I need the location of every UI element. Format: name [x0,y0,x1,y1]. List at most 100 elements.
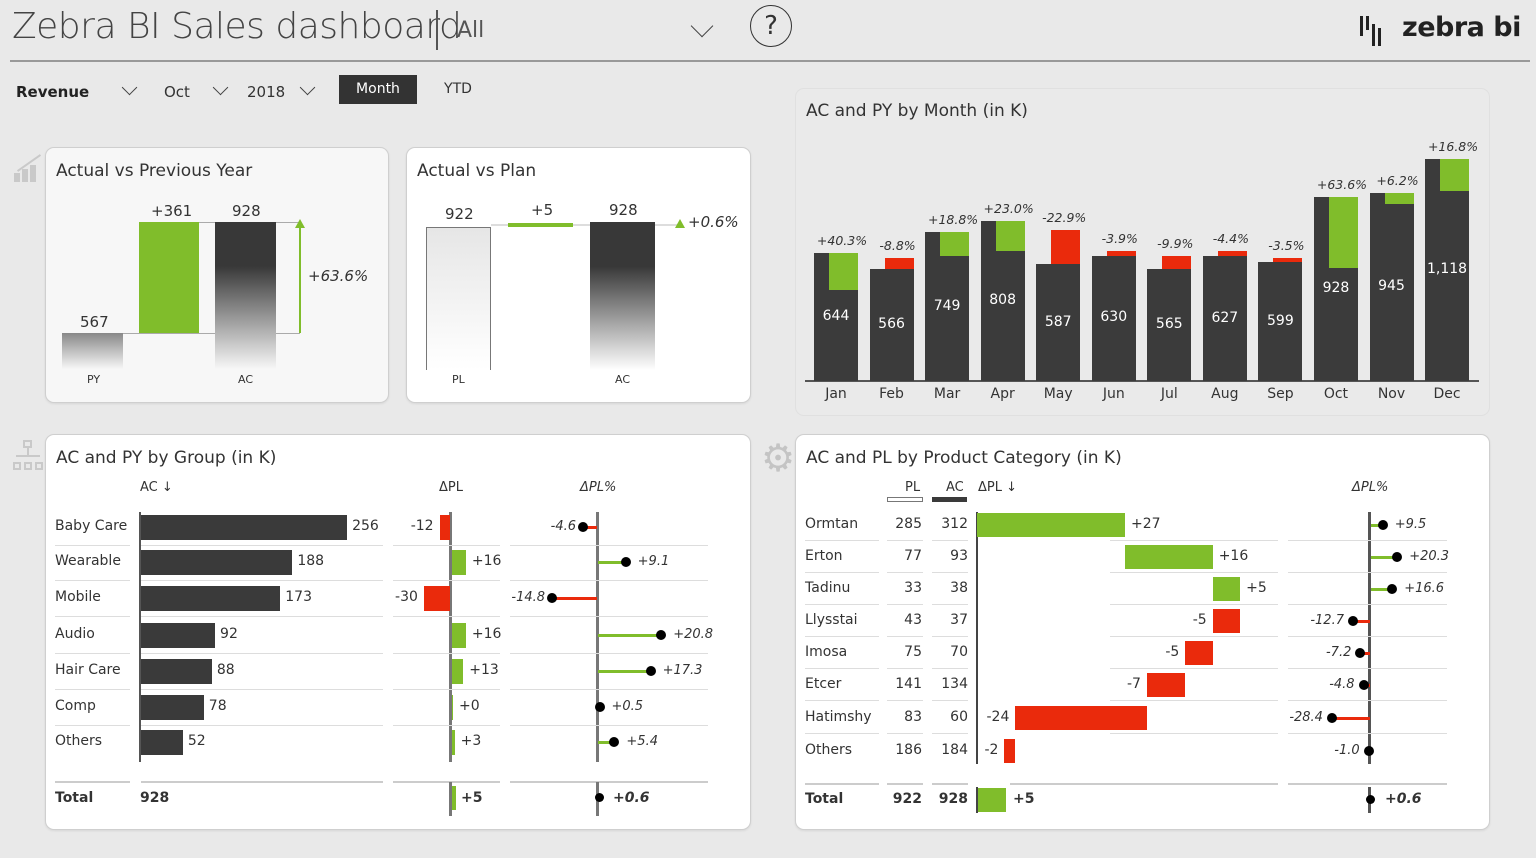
month-axis-label: Nov [1377,386,1406,402]
waterfall-axis [976,512,978,764]
group-dpl-value: +16 [471,553,502,569]
delta-py-bar [139,222,199,333]
month-front-bar [1106,255,1136,381]
product-ac-value: 312 [941,516,968,532]
month-delta-pct: -9.9% [1157,236,1194,252]
ac-axis-label: AC [238,373,254,386]
py-value: 567 [80,313,109,331]
waterfall-value: -2 [984,742,999,758]
group-dpl-pct-dot [656,630,667,640]
row-divider [932,733,968,734]
product-dpl-pct-line [1352,620,1370,623]
row-divider [55,689,130,690]
group-dpl-pct-value: +20.8 [673,627,714,642]
year-dropdown[interactable]: 2018 [247,79,317,104]
product-pl-value: 83 [904,709,922,725]
product-header-pl[interactable]: PL [905,480,921,495]
row-divider [805,733,879,734]
month-delta-negative-bar [1273,257,1303,263]
row-divider [932,668,968,669]
row-divider [887,733,923,734]
product-pl-value: 141 [895,676,922,692]
month-delta-positive-bar [1328,196,1358,269]
group-ac-value: 173 [285,589,312,605]
ac-value: 928 [609,201,638,219]
waterfall-axis-total [976,787,978,813]
product-header-dpl-pct[interactable]: ΔPL% [1352,480,1389,495]
row-divider [805,540,879,541]
group-ac-value: 256 [352,518,379,534]
group-dpl-pct-dot [645,666,656,676]
row-divider [932,636,968,637]
waterfall-positive-bar [1125,545,1213,569]
row-divider [805,700,879,701]
pl-bar [426,227,491,370]
measure-dropdown[interactable]: Revenue [16,79,141,104]
month-ac-value: 630 [1100,309,1128,326]
product-row-name: Imosa [805,644,848,660]
group-total-dpl-bar [452,786,456,810]
row-divider [887,572,923,573]
product-dpl-pct-dot [1363,746,1374,756]
page-title: Zebra BI Sales dashboard [12,6,462,47]
month-axis-label: Sep [1267,386,1294,402]
delta-py-value: +361 [151,202,193,220]
ac-value: 928 [232,202,261,220]
waterfall-value: -5 [1165,644,1180,660]
scope-selector[interactable]: All [455,14,725,48]
month-axis-label: Feb [879,386,904,402]
group-dpl-value: +3 [460,733,482,749]
row-divider [1110,540,1278,541]
month-dropdown[interactable]: Oct [164,79,232,104]
waterfall-value: -7 [1126,676,1141,692]
group-ac-value: 78 [208,698,227,714]
product-dpl-pct-dot [1358,680,1369,690]
total-divider [393,781,500,783]
product-dpl-pct-line [1371,588,1394,591]
dpl-axis-total [449,782,452,816]
product-pl-value: 186 [895,742,922,758]
product-ac-value: 60 [950,709,968,725]
avpl-topline [491,224,681,226]
waterfall-value: +5 [1246,580,1267,596]
hierarchy-icon [12,440,44,472]
ytd-toggle-button[interactable]: YTD [444,81,472,97]
group-dpl-pct-value: -14.8 [511,590,546,605]
product-dpl-pct-value: -1.0 [1334,743,1360,758]
product-pl-value: 285 [895,516,922,532]
month-front-bar [1273,262,1303,381]
row-divider [55,653,130,654]
group-table-title: AC and PY by Group (in K) [56,448,277,468]
row-divider [1288,540,1447,541]
product-header-dpl[interactable]: ΔPL ↓ [978,480,1017,495]
group-dpl-pct-dot [609,737,620,747]
group-header-dpl-pct[interactable]: ΔPL% [580,480,617,495]
product-pl-value: 43 [904,612,922,628]
row-divider [141,653,383,654]
month-delta-pct: +16.8% [1427,139,1479,154]
month-ac-value: 749 [933,297,961,314]
group-header-ac[interactable]: AC ↓ [140,480,173,495]
measure-value: Revenue [16,83,90,101]
row-divider [141,580,383,581]
row-divider [393,725,500,726]
month-front-bar [829,289,858,381]
month-toggle-button[interactable]: Month [339,75,417,104]
row-divider [932,604,968,605]
product-dpl-pct-dot [1392,552,1403,562]
group-ac-bar [141,515,348,540]
group-header-dpl[interactable]: ΔPL [439,480,463,495]
row-divider [393,580,500,581]
month-chart-baseline [805,380,1479,382]
group-dpl-bar [452,623,466,648]
row-divider [510,545,708,546]
group-row-name: Hair Care [55,662,121,678]
month-delta-negative-bar [1217,250,1247,257]
product-header-ac[interactable]: AC [946,480,964,495]
group-dpl-value: +0 [459,698,480,714]
month-front-bar [1328,268,1358,381]
help-button[interactable]: ? [750,5,792,47]
py-bar [62,333,123,369]
row-divider [510,689,708,690]
total-divider [1010,783,1278,785]
